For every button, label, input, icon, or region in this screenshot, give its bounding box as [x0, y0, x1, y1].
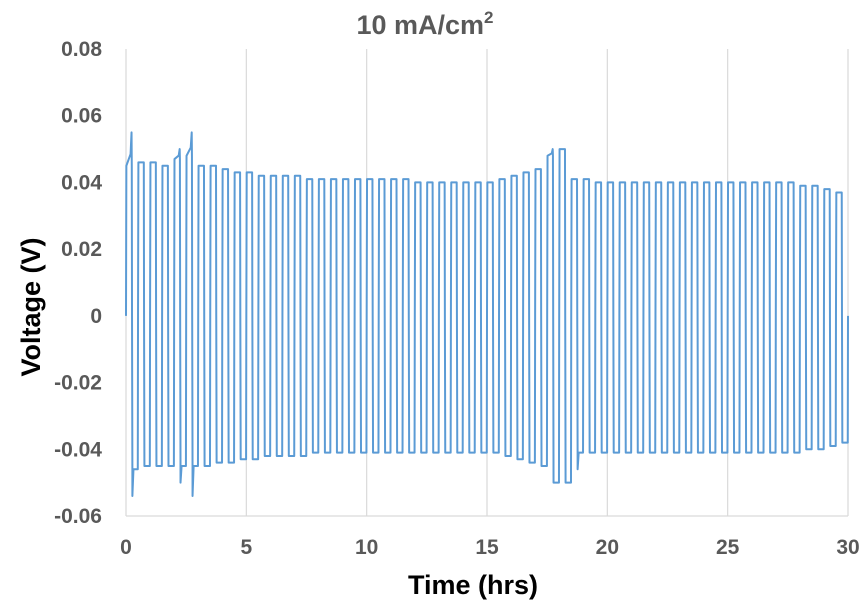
y-tick-label: -0.06	[54, 505, 102, 528]
chart-title-main: 10 mA/cm	[356, 10, 484, 40]
chart-title-superscript: 2	[484, 8, 493, 27]
y-tick-label: 0.04	[61, 171, 102, 194]
x-tick-label: 5	[240, 536, 252, 559]
x-tick-label: 30	[836, 536, 859, 559]
y-tick-label: -0.04	[54, 438, 102, 461]
y-tick-label: 0.02	[61, 238, 102, 261]
x-tick-label: 10	[355, 536, 378, 559]
voltage-series-line	[125, 131, 849, 497]
y-tick-label: 0.08	[61, 38, 102, 61]
y-axis-title: Voltage (V)	[16, 237, 46, 376]
tick-labels: -0.06 -0.04 -0.02 0 0.02 0.04 0.06 0.08 0 5 10 15 20…	[54, 38, 860, 559]
y-tick-label: -0.02	[54, 372, 102, 395]
x-tick-label: 15	[475, 536, 499, 559]
x-axis-title: Time (hrs)	[408, 570, 538, 600]
series-layer	[125, 131, 849, 497]
x-tick-label: 20	[596, 536, 619, 559]
x-tick-label: 0	[120, 536, 132, 559]
x-tick-label: 25	[716, 536, 740, 559]
y-tick-label: 0.06	[61, 105, 102, 128]
y-tick-label: 0	[90, 305, 102, 328]
chart-title: 10 mA/cm2	[356, 8, 493, 40]
